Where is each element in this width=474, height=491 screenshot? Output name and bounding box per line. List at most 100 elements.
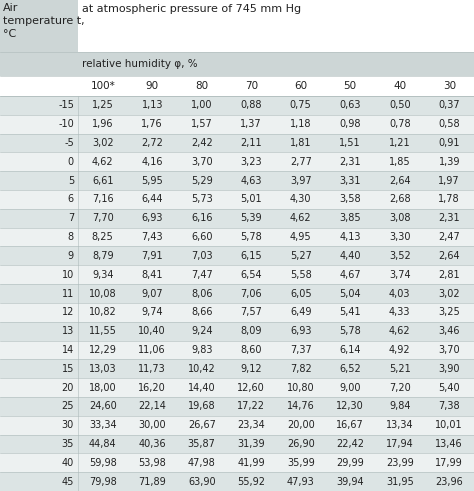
Text: 12,60: 12,60 (237, 382, 265, 392)
Text: 5,95: 5,95 (141, 176, 163, 186)
Text: 17,99: 17,99 (436, 458, 463, 468)
Text: 3,52: 3,52 (389, 251, 410, 261)
Text: 30: 30 (443, 81, 456, 91)
Text: 0,78: 0,78 (389, 119, 410, 129)
Text: 8,66: 8,66 (191, 307, 212, 317)
Text: 0,98: 0,98 (339, 119, 361, 129)
Text: 44,84: 44,84 (89, 439, 117, 449)
Text: 47,93: 47,93 (287, 477, 315, 487)
Bar (0, 359, 474, 378)
Text: 13,03: 13,03 (89, 364, 117, 374)
Text: 10,40: 10,40 (138, 326, 166, 336)
Text: 7,20: 7,20 (389, 382, 410, 392)
Text: 10,01: 10,01 (436, 420, 463, 430)
Text: 20,00: 20,00 (287, 420, 315, 430)
Text: 5,40: 5,40 (438, 382, 460, 392)
Text: 6,93: 6,93 (142, 213, 163, 223)
Text: 6: 6 (68, 194, 74, 204)
Text: 26,90: 26,90 (287, 439, 315, 449)
Text: 79,98: 79,98 (89, 477, 117, 487)
Text: 10,80: 10,80 (287, 382, 315, 392)
Bar (0, 472, 474, 491)
Bar (0, 322, 474, 341)
Text: 5,78: 5,78 (339, 326, 361, 336)
Text: 14,40: 14,40 (188, 382, 216, 392)
Text: 18,00: 18,00 (89, 382, 117, 392)
Text: 0,63: 0,63 (339, 100, 361, 110)
Text: 9,07: 9,07 (141, 289, 163, 299)
Text: 6,60: 6,60 (191, 232, 212, 242)
Text: 8,41: 8,41 (142, 270, 163, 280)
Text: 6,44: 6,44 (142, 194, 163, 204)
Text: 30: 30 (62, 420, 74, 430)
Text: 10,82: 10,82 (89, 307, 117, 317)
Text: 40: 40 (62, 458, 74, 468)
Bar (0, 171, 474, 190)
Text: 1,00: 1,00 (191, 100, 212, 110)
Text: 8,25: 8,25 (92, 232, 114, 242)
Text: 3,25: 3,25 (438, 307, 460, 317)
Text: 6,61: 6,61 (92, 176, 113, 186)
Text: 47,98: 47,98 (188, 458, 216, 468)
Text: 31,39: 31,39 (237, 439, 265, 449)
Bar (0, 96, 474, 115)
Text: 55,92: 55,92 (237, 477, 265, 487)
Text: 6,52: 6,52 (339, 364, 361, 374)
Bar (0, 152, 474, 171)
Text: 3,85: 3,85 (339, 213, 361, 223)
Text: 3,31: 3,31 (339, 176, 361, 186)
Text: 2,81: 2,81 (438, 270, 460, 280)
Text: 5,21: 5,21 (389, 364, 410, 374)
Text: 1,51: 1,51 (339, 138, 361, 148)
Bar (0, 284, 474, 303)
Text: 2,64: 2,64 (389, 176, 410, 186)
Text: 0,58: 0,58 (438, 119, 460, 129)
Text: 7,03: 7,03 (191, 251, 212, 261)
Text: 0,91: 0,91 (438, 138, 460, 148)
Text: 11: 11 (62, 289, 74, 299)
Text: 14,76: 14,76 (287, 401, 315, 411)
Text: 63,90: 63,90 (188, 477, 216, 487)
Text: 23,96: 23,96 (436, 477, 463, 487)
Text: 7,16: 7,16 (92, 194, 114, 204)
Text: 1,13: 1,13 (142, 100, 163, 110)
Text: 22,14: 22,14 (138, 401, 166, 411)
Text: 7,06: 7,06 (240, 289, 262, 299)
Text: 3,97: 3,97 (290, 176, 311, 186)
Text: 70: 70 (245, 81, 258, 91)
Text: 1,25: 1,25 (92, 100, 114, 110)
Text: 9,84: 9,84 (389, 401, 410, 411)
Text: 4,62: 4,62 (389, 326, 410, 336)
Bar (0, 265, 474, 284)
Text: 9,00: 9,00 (339, 382, 361, 392)
Text: 6,16: 6,16 (191, 213, 212, 223)
Text: 2,31: 2,31 (339, 157, 361, 167)
Text: 3,30: 3,30 (389, 232, 410, 242)
Text: -15: -15 (58, 100, 74, 110)
Text: 9,83: 9,83 (191, 345, 212, 355)
Text: 1,57: 1,57 (191, 119, 213, 129)
Text: 5,78: 5,78 (240, 232, 262, 242)
Text: 35,99: 35,99 (287, 458, 315, 468)
Text: 15: 15 (62, 364, 74, 374)
Text: 7,37: 7,37 (290, 345, 311, 355)
Text: 31,95: 31,95 (386, 477, 414, 487)
Text: 9,24: 9,24 (191, 326, 212, 336)
Text: 12,30: 12,30 (337, 401, 364, 411)
Text: 5,73: 5,73 (191, 194, 213, 204)
Bar (0, 228, 474, 246)
Text: 35,87: 35,87 (188, 439, 216, 449)
Bar (0, 115, 474, 134)
Text: 9: 9 (68, 251, 74, 261)
Text: 11,06: 11,06 (138, 345, 166, 355)
Text: relative humidity φ, %: relative humidity φ, % (82, 59, 198, 69)
Text: 50: 50 (344, 81, 357, 91)
Text: 6,05: 6,05 (290, 289, 311, 299)
Text: 2,77: 2,77 (290, 157, 312, 167)
Text: 29,99: 29,99 (337, 458, 364, 468)
Text: 60: 60 (294, 81, 307, 91)
Text: 3,46: 3,46 (438, 326, 460, 336)
Text: 17,94: 17,94 (386, 439, 414, 449)
Text: 3,08: 3,08 (389, 213, 410, 223)
Text: 2,72: 2,72 (141, 138, 163, 148)
